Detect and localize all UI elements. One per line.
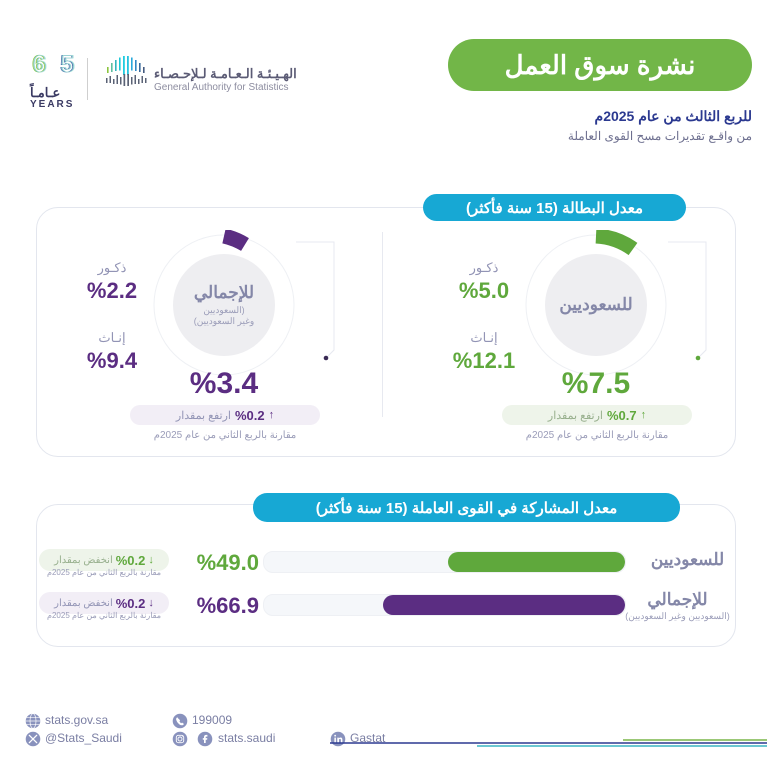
svg-text:6: 6 — [34, 51, 47, 78]
svg-text:5: 5 — [62, 51, 75, 78]
